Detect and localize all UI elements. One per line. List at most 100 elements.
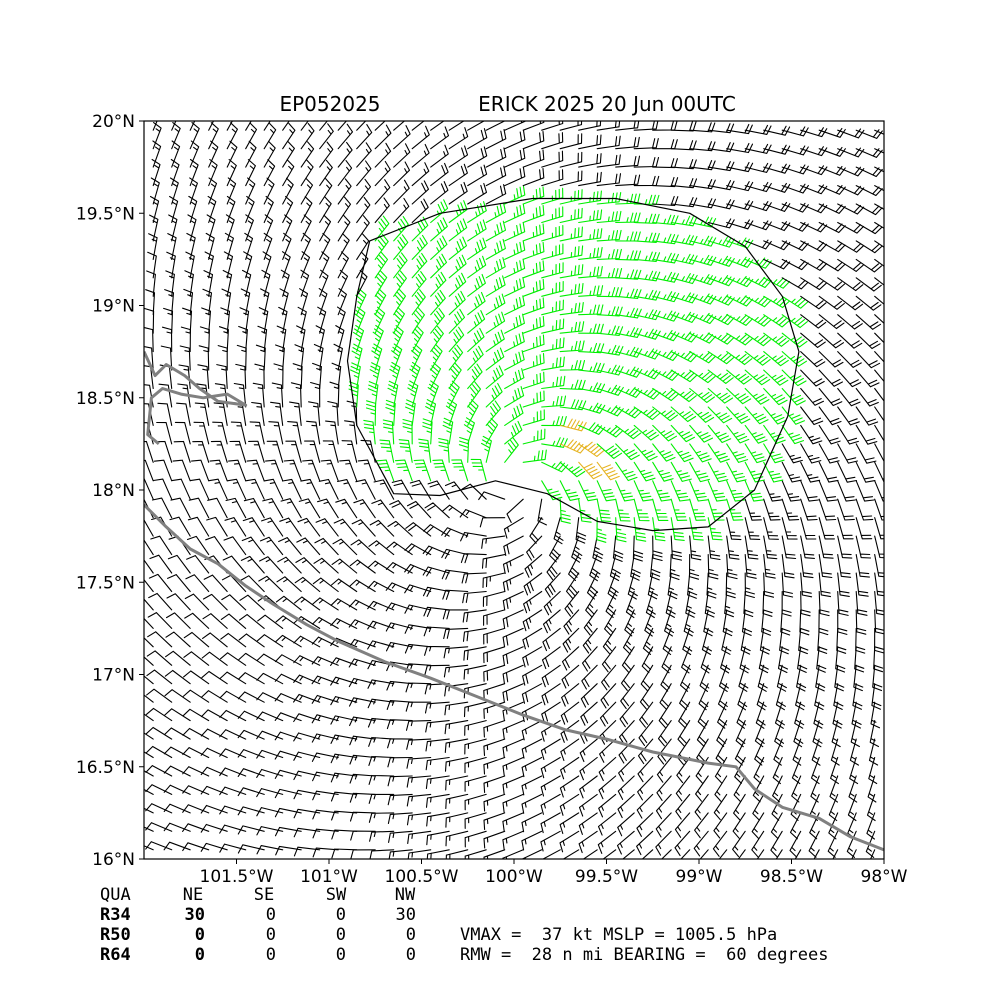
wind-barb	[502, 793, 524, 813]
wind-barb	[369, 362, 381, 390]
wind-barb	[781, 572, 794, 598]
wind-barb	[153, 459, 173, 482]
wind-barb	[689, 461, 711, 483]
wind-barb	[263, 232, 273, 260]
wind-barb	[565, 572, 580, 599]
wind-barb	[237, 844, 265, 854]
wind-barb	[293, 789, 321, 800]
wind-barb	[581, 646, 598, 672]
wind-barb	[669, 554, 680, 581]
wind-barb	[717, 683, 728, 711]
wind-barb	[689, 443, 712, 463]
wind-barb	[311, 656, 339, 666]
wind-barb	[270, 401, 284, 426]
wind-barb	[744, 369, 771, 386]
wind-barb	[744, 572, 755, 599]
wind-barb	[615, 424, 642, 440]
wind-barb	[874, 148, 884, 154]
wind-barb	[374, 124, 392, 150]
wind-barb	[485, 400, 502, 426]
wind-barb	[411, 216, 429, 242]
wind-barb	[718, 664, 729, 692]
wind-barb	[448, 344, 464, 371]
wind-barb	[560, 756, 580, 780]
x-tick-label: 100.5°W	[385, 867, 459, 887]
wind-barb	[615, 517, 627, 543]
wind-barb	[293, 770, 321, 781]
wind-barb	[226, 177, 237, 205]
wind-barb	[483, 646, 506, 664]
wind-barb	[223, 536, 247, 556]
wind-barb	[800, 332, 826, 348]
wind-barb	[579, 756, 598, 781]
wind-barb	[596, 210, 622, 224]
wind-barb	[670, 197, 698, 208]
wind-barb	[736, 701, 747, 729]
wind-barb	[341, 440, 358, 463]
wind-barb	[522, 131, 545, 150]
wind-barb	[393, 179, 410, 205]
wind-barb	[300, 269, 310, 297]
wind-barb	[445, 775, 469, 791]
wind-barb	[430, 144, 449, 168]
wind-barb	[579, 720, 598, 744]
wind-barb	[637, 756, 654, 783]
wind-barb	[704, 590, 715, 618]
wind-barb	[522, 315, 545, 334]
wind-barb	[578, 171, 602, 187]
wind-barb	[393, 234, 409, 260]
wind-barb	[355, 479, 376, 500]
wind-barb	[682, 627, 693, 656]
wind-barb	[258, 575, 284, 593]
wind-barb	[386, 541, 413, 556]
table-row-r34-ne: 30	[185, 905, 205, 925]
wind-barb	[818, 146, 846, 157]
wind-barb	[330, 578, 358, 593]
wind-barb	[549, 535, 561, 563]
wind-barb	[483, 793, 506, 812]
wind-barb	[781, 164, 809, 175]
wind-barb	[800, 295, 827, 310]
wind-barb	[348, 697, 376, 707]
wind-barb	[602, 849, 617, 859]
wind-barb	[441, 504, 469, 519]
wind-barb	[578, 793, 598, 817]
wind-barb	[559, 399, 587, 411]
wind-barb	[312, 577, 339, 593]
wind-barb	[191, 459, 210, 482]
wind-barb	[655, 812, 672, 838]
wind-barb	[356, 178, 372, 205]
wind-barb	[652, 535, 663, 562]
wind-barb	[373, 306, 386, 334]
wind-barb	[430, 126, 450, 150]
wind-barb	[502, 849, 524, 859]
wind-barb	[504, 313, 525, 334]
wind-barb	[256, 653, 284, 666]
wind-barb	[810, 756, 820, 785]
wind-barb	[732, 830, 746, 858]
wind-barb	[448, 163, 468, 187]
wind-barb	[615, 443, 640, 461]
wind-barb	[156, 421, 173, 445]
wind-barb	[855, 590, 868, 616]
table-row-r64-se: 0	[266, 945, 276, 965]
wind-barb	[448, 200, 468, 224]
wind-barb	[144, 422, 154, 445]
wind-barb	[274, 807, 302, 818]
wind-barb	[615, 406, 643, 419]
wind-barb	[832, 701, 843, 729]
wind-barb	[687, 572, 698, 599]
wind-barb	[246, 459, 265, 482]
wind-barb	[615, 121, 640, 131]
table-header-ne: NE	[183, 885, 203, 905]
wind-barb	[541, 224, 564, 242]
wind-barb	[237, 768, 265, 777]
wind-barb	[146, 669, 173, 685]
wind-barb	[561, 646, 580, 671]
wind-barb	[443, 646, 469, 659]
wind-barb	[430, 253, 448, 279]
wind-barb	[559, 151, 583, 168]
wind-barb	[504, 295, 526, 316]
wind-barb	[818, 332, 845, 349]
